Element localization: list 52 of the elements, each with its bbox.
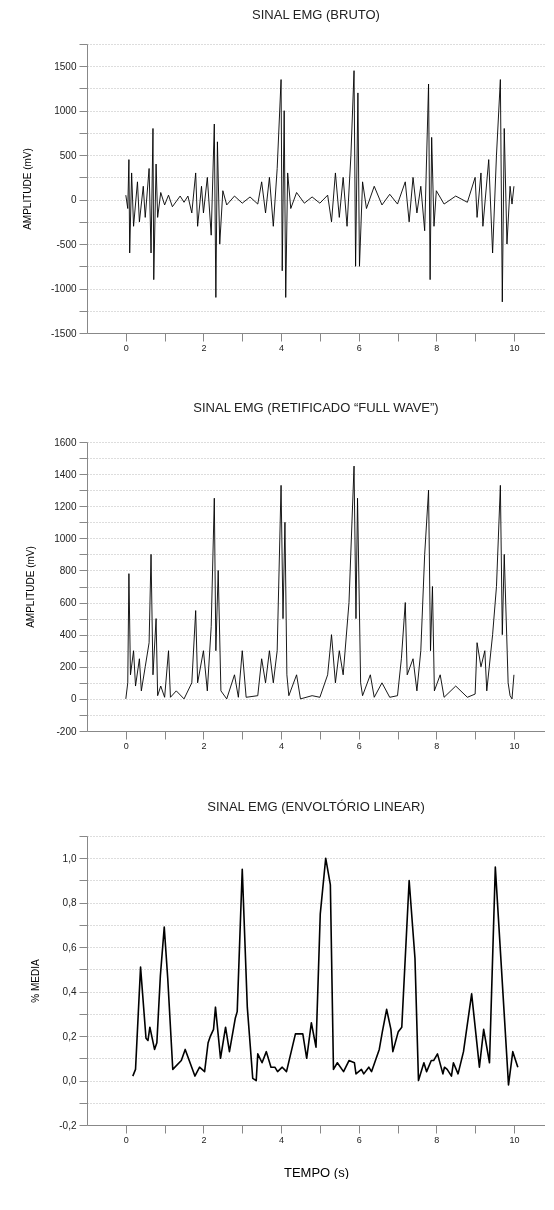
line-series: [125, 70, 515, 303]
y-tick-label: 1600: [54, 436, 77, 448]
y-tick-label: 400: [59, 629, 77, 641]
chart-title: SINAL EMG (ENVOLTÓRIO LINEAR): [207, 798, 425, 814]
y-tick-label: 0,8: [62, 897, 77, 909]
y-tick-label: 200: [59, 661, 77, 673]
y-tick-label: 600: [59, 597, 77, 609]
line-series: [132, 857, 519, 1086]
x-tick-label: 8: [434, 1134, 440, 1145]
y-tick-label: 0,6: [62, 941, 77, 953]
y-tick-label: -0,2: [59, 1119, 77, 1131]
line-series: [125, 465, 515, 700]
y-tick-label: 1500: [54, 60, 77, 72]
y-axis-title: AMPLITUDE (mV): [21, 148, 33, 230]
x-tick-label: 10: [509, 342, 520, 353]
x-tick-label: 0: [123, 342, 129, 353]
y-tick-label: 1000: [54, 105, 77, 117]
x-tick-label: 4: [279, 740, 285, 751]
y-tick-label: 1,0: [62, 852, 77, 864]
x-tick-label: 0: [123, 1134, 129, 1145]
y-tick-label: 0: [70, 194, 77, 206]
x-tick-label: 10: [509, 1134, 520, 1145]
y-tick-label: -1000: [50, 283, 77, 295]
y-tick-label: 0,2: [62, 1030, 77, 1042]
y-tick-label: 800: [59, 564, 77, 576]
chart-title: SINAL EMG (BRUTO): [252, 6, 380, 22]
x-tick-label: 2: [201, 1134, 207, 1145]
y-tick-label: 1200: [54, 500, 77, 512]
x-tick-label: 6: [356, 342, 362, 353]
x-tick-label: 6: [356, 1134, 362, 1145]
chart-title: SINAL EMG (RETIFICADO “FULL WAVE”): [193, 400, 439, 415]
x-tick-label: 4: [279, 1134, 285, 1145]
x-tick-label: 4: [279, 342, 285, 353]
y-tick-label: 1400: [54, 468, 77, 480]
y-tick-label: 0: [70, 693, 77, 705]
y-tick-label: -500: [56, 238, 77, 250]
y-tick-label: 0,4: [62, 986, 77, 998]
x-tick-label: 2: [201, 342, 207, 353]
y-tick-label: 500: [59, 149, 77, 161]
y-tick-label: -200: [56, 725, 77, 737]
y-tick-label: 0,0: [62, 1075, 77, 1087]
y-axis-title: % MEDIA: [30, 959, 42, 1003]
x-tick-label: 6: [356, 740, 362, 751]
x-tick-label: 8: [434, 740, 440, 751]
x-axis-title: TEMPO (s): [284, 1164, 349, 1180]
y-tick-label: -1500: [50, 327, 77, 339]
y-tick-label: 1000: [54, 532, 77, 544]
x-tick-label: 2: [201, 740, 207, 751]
y-axis-title: AMPLITUDE (mV): [25, 546, 37, 628]
x-tick-label: 8: [434, 342, 440, 353]
x-tick-label: 10: [509, 740, 520, 751]
x-tick-label: 0: [123, 740, 129, 751]
